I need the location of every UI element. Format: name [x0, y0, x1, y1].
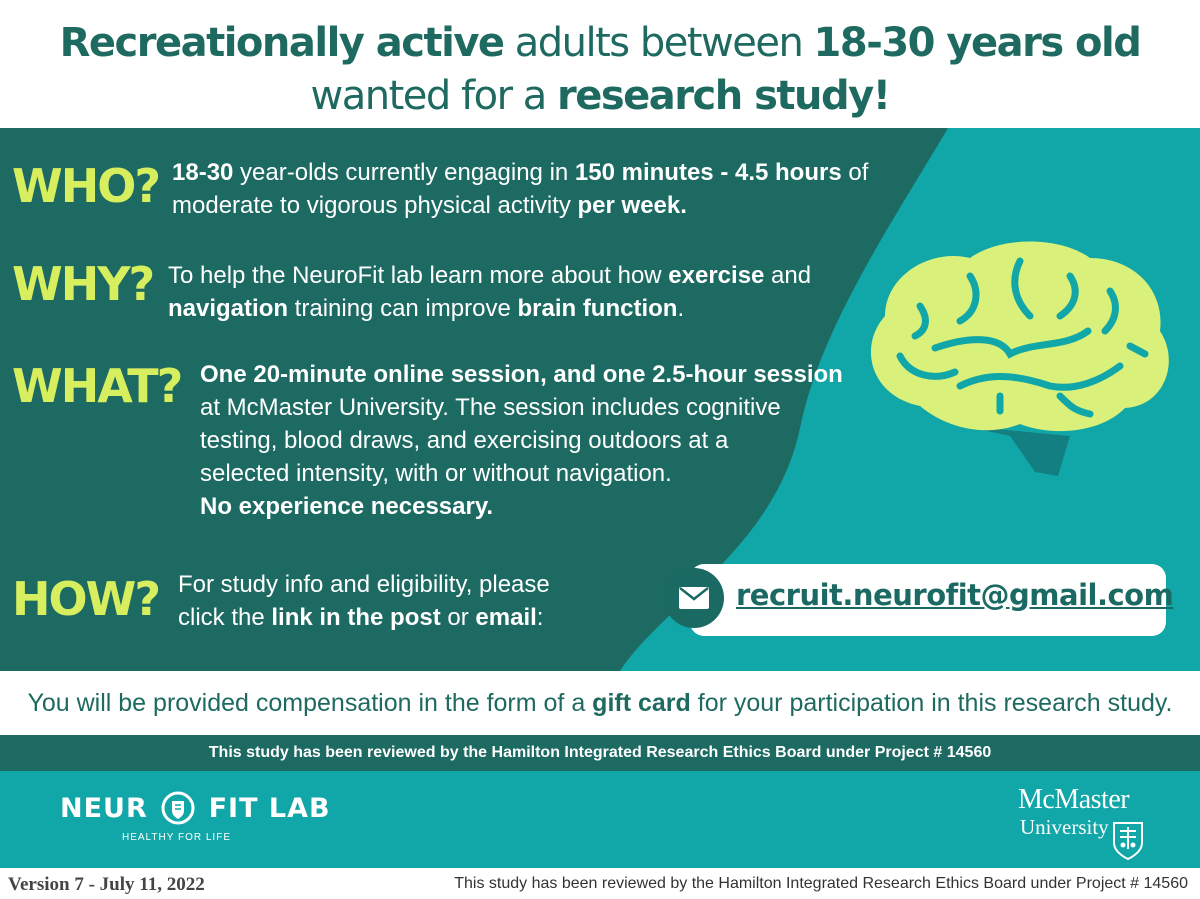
email-link[interactable]: recruit.neurofit@gmail.com	[736, 578, 1174, 612]
why-text: To help the NeuroFit lab learn more abou…	[168, 262, 812, 322]
headline-emphasis: Recreationally active	[59, 20, 505, 66]
email-icon-circle	[664, 568, 724, 628]
footer: Version 7 - July 11, 2022 This study has…	[0, 868, 1200, 899]
headline: Recreationally active adults between 18-…	[0, 0, 1200, 128]
email-box[interactable]	[690, 564, 1166, 636]
how-text: For study info and eligibility, please c…	[178, 571, 550, 631]
what-text: One 20-minute online session, and one 2.…	[200, 361, 843, 520]
mcmaster-logo: McMaster University	[1018, 785, 1143, 861]
envelope-icon	[679, 587, 709, 609]
headline-line-1: Recreationally active adults between 18-…	[59, 20, 1142, 66]
who-text: 18-30 year-olds currently engaging in 15…	[172, 159, 869, 219]
version-text: Version 7 - July 11, 2022	[8, 874, 205, 895]
what-label: WHAT?	[12, 359, 183, 413]
logo-band: NEUR FIT LAB HEALTHY FOR LIFE McMaster U…	[0, 771, 1200, 868]
neurofit-tagline: HEALTHY FOR LIFE	[122, 832, 231, 843]
background-shape	[0, 128, 948, 671]
ethics-banner: This study has been reviewed by the Hami…	[0, 735, 1200, 771]
main-panel: WHO? 18-30 year-olds currently engaging …	[0, 128, 1200, 671]
mcmaster-shield-icon	[1113, 822, 1143, 861]
footer-ethics-text: This study has been reviewed by the Hami…	[454, 875, 1188, 892]
how-label: HOW?	[12, 572, 161, 626]
compensation-note: You will be provided compensation in the…	[0, 671, 1200, 735]
neurofit-crest-icon	[161, 791, 195, 825]
brain-icon	[870, 241, 1169, 476]
why-label: WHY?	[12, 257, 155, 311]
headline-line-2: wanted for a research study!	[310, 73, 891, 119]
neurofit-logo: NEUR FIT LAB	[60, 791, 331, 825]
who-label: WHO?	[12, 159, 161, 213]
